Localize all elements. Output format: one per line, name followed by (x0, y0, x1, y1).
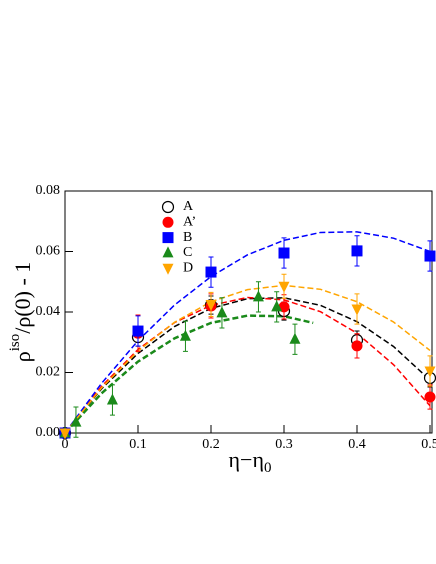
legend-label: A (183, 199, 194, 214)
data-point (179, 329, 191, 341)
legend-marker (161, 200, 175, 214)
legend-marker (162, 216, 174, 228)
data-point (132, 325, 144, 337)
x-tick-label: 0 (62, 437, 69, 452)
data-point (106, 393, 118, 405)
y-tick-label: 0.04 (36, 304, 61, 319)
fit-curve (64, 297, 431, 434)
data-point (424, 366, 436, 378)
data-point (70, 415, 82, 427)
data-point (289, 332, 301, 344)
x-label-sub: 0 (264, 460, 272, 476)
legend-marker (162, 263, 174, 275)
y-tick-label: 0.00 (36, 425, 61, 440)
y-tick-label: 0.08 (36, 183, 61, 198)
data-point (205, 266, 217, 278)
legend-marker (162, 246, 174, 258)
data-point (351, 340, 363, 352)
data-point (278, 281, 290, 293)
y-tick-label: 0.06 (36, 244, 61, 259)
data-point (205, 299, 217, 311)
legend-label: D (183, 260, 193, 275)
fit-curve (64, 231, 431, 434)
legend-marker (162, 232, 174, 244)
x-tick-label: 0.5 (421, 437, 436, 452)
x-label-base: η−η (229, 447, 264, 472)
y-axis-label: ρiso/ρ(0) - 1 (7, 262, 35, 363)
data-point (271, 300, 283, 312)
legend-label: C (183, 245, 192, 260)
data-point (59, 428, 71, 440)
y-label-sup: iso (7, 334, 23, 352)
data-point (424, 391, 436, 403)
x-tick-label: 0.1 (129, 437, 147, 452)
fit-curve (64, 284, 431, 434)
x-tick-label: 0.3 (275, 437, 293, 452)
fit-curve (64, 296, 431, 434)
data-point (278, 247, 290, 259)
data-point (216, 306, 228, 318)
legend-label: A’ (183, 215, 196, 230)
x-axis-label: η−η0 (229, 447, 272, 476)
y-label-base: ρ (10, 351, 35, 362)
data-point (424, 250, 436, 262)
y-label-rest: /ρ(0) - 1 (10, 262, 35, 334)
data-point (252, 290, 264, 302)
x-tick-label: 0.4 (348, 437, 366, 452)
legend-label: B (183, 230, 192, 245)
fit-curve (64, 314, 314, 434)
y-tick-label: 0.02 (36, 365, 61, 380)
x-tick-label: 0.2 (202, 437, 220, 452)
data-point (351, 304, 363, 316)
data-point (351, 245, 363, 257)
